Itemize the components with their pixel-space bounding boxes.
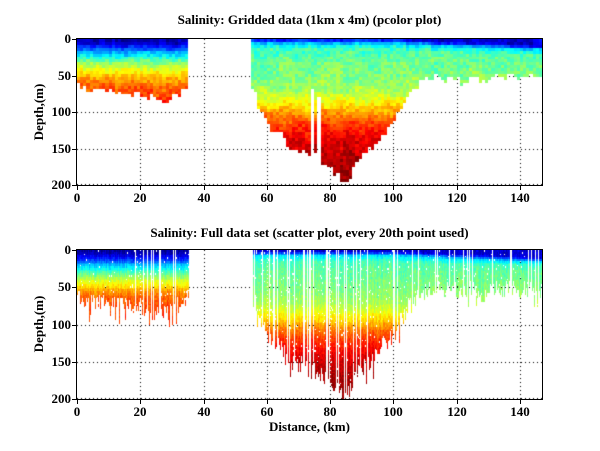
x-tick-label: 120 [447,190,467,205]
x-tick-label: 0 [73,404,81,419]
x-tick-label: 20 [133,404,147,419]
y-tick [72,185,76,186]
x-tick [140,186,141,190]
x-tick [267,186,268,190]
y-tick-label: 200 [51,177,72,192]
x-tick-label: 140 [510,404,530,419]
x-tick [77,186,78,190]
pcolor-plot-area [76,38,543,186]
y-tick [72,76,76,77]
y-tick [72,362,76,363]
y-tick [72,39,76,40]
x-tick [140,400,141,404]
pcolor-panel-title: Salinity: Gridded data (1km x 4m) (pcolo… [177,12,442,27]
y-tick-label: 150 [51,141,72,156]
y-tick [72,250,76,251]
x-tick-label: 60 [260,404,274,419]
x-tick [520,186,521,190]
x-tick [330,400,331,404]
x-tick-label: 40 [197,404,211,419]
y-tick-label: 50 [58,68,71,83]
x-tick [330,186,331,190]
x-tick-label: 120 [447,404,467,419]
pcolor-canvas [77,39,542,185]
x-tick-label: 20 [133,190,147,205]
x-tick [457,400,458,404]
y-tick-label: 150 [51,354,72,369]
x-tick-label: 0 [73,190,81,205]
x-tick-label: 100 [383,404,403,419]
y-tick-label: 100 [51,104,72,119]
y-tick [72,399,76,400]
y-tick-label: 50 [58,279,71,294]
x-tick [77,400,78,404]
x-tick [267,400,268,404]
x-tick-label: 60 [260,190,274,205]
x-tick-label: 80 [323,190,337,205]
x-tick [457,186,458,190]
scatter-panel-title: Salinity: Full data set (scatter plot, e… [150,225,469,240]
x-tick [393,400,394,404]
y-tick [72,287,76,288]
y-tick [72,149,76,150]
y-tick-label: 100 [51,317,72,332]
x-tick-label: 100 [383,190,403,205]
x-tick-label: 140 [510,190,530,205]
y-tick-label: 200 [51,391,72,406]
y-tick [72,325,76,326]
y-tick-label: 0 [64,242,72,257]
x-axis-label: Distance, (km) [269,419,350,434]
x-tick-label: 80 [323,404,337,419]
x-tick [520,400,521,404]
x-tick [204,400,205,404]
x-tick [204,186,205,190]
y-tick [72,112,76,113]
x-tick [393,186,394,190]
scatter-plot-area [76,249,543,400]
y-tick-label: 0 [64,31,72,46]
x-tick-label: 40 [197,190,211,205]
scatter-canvas [77,250,542,399]
